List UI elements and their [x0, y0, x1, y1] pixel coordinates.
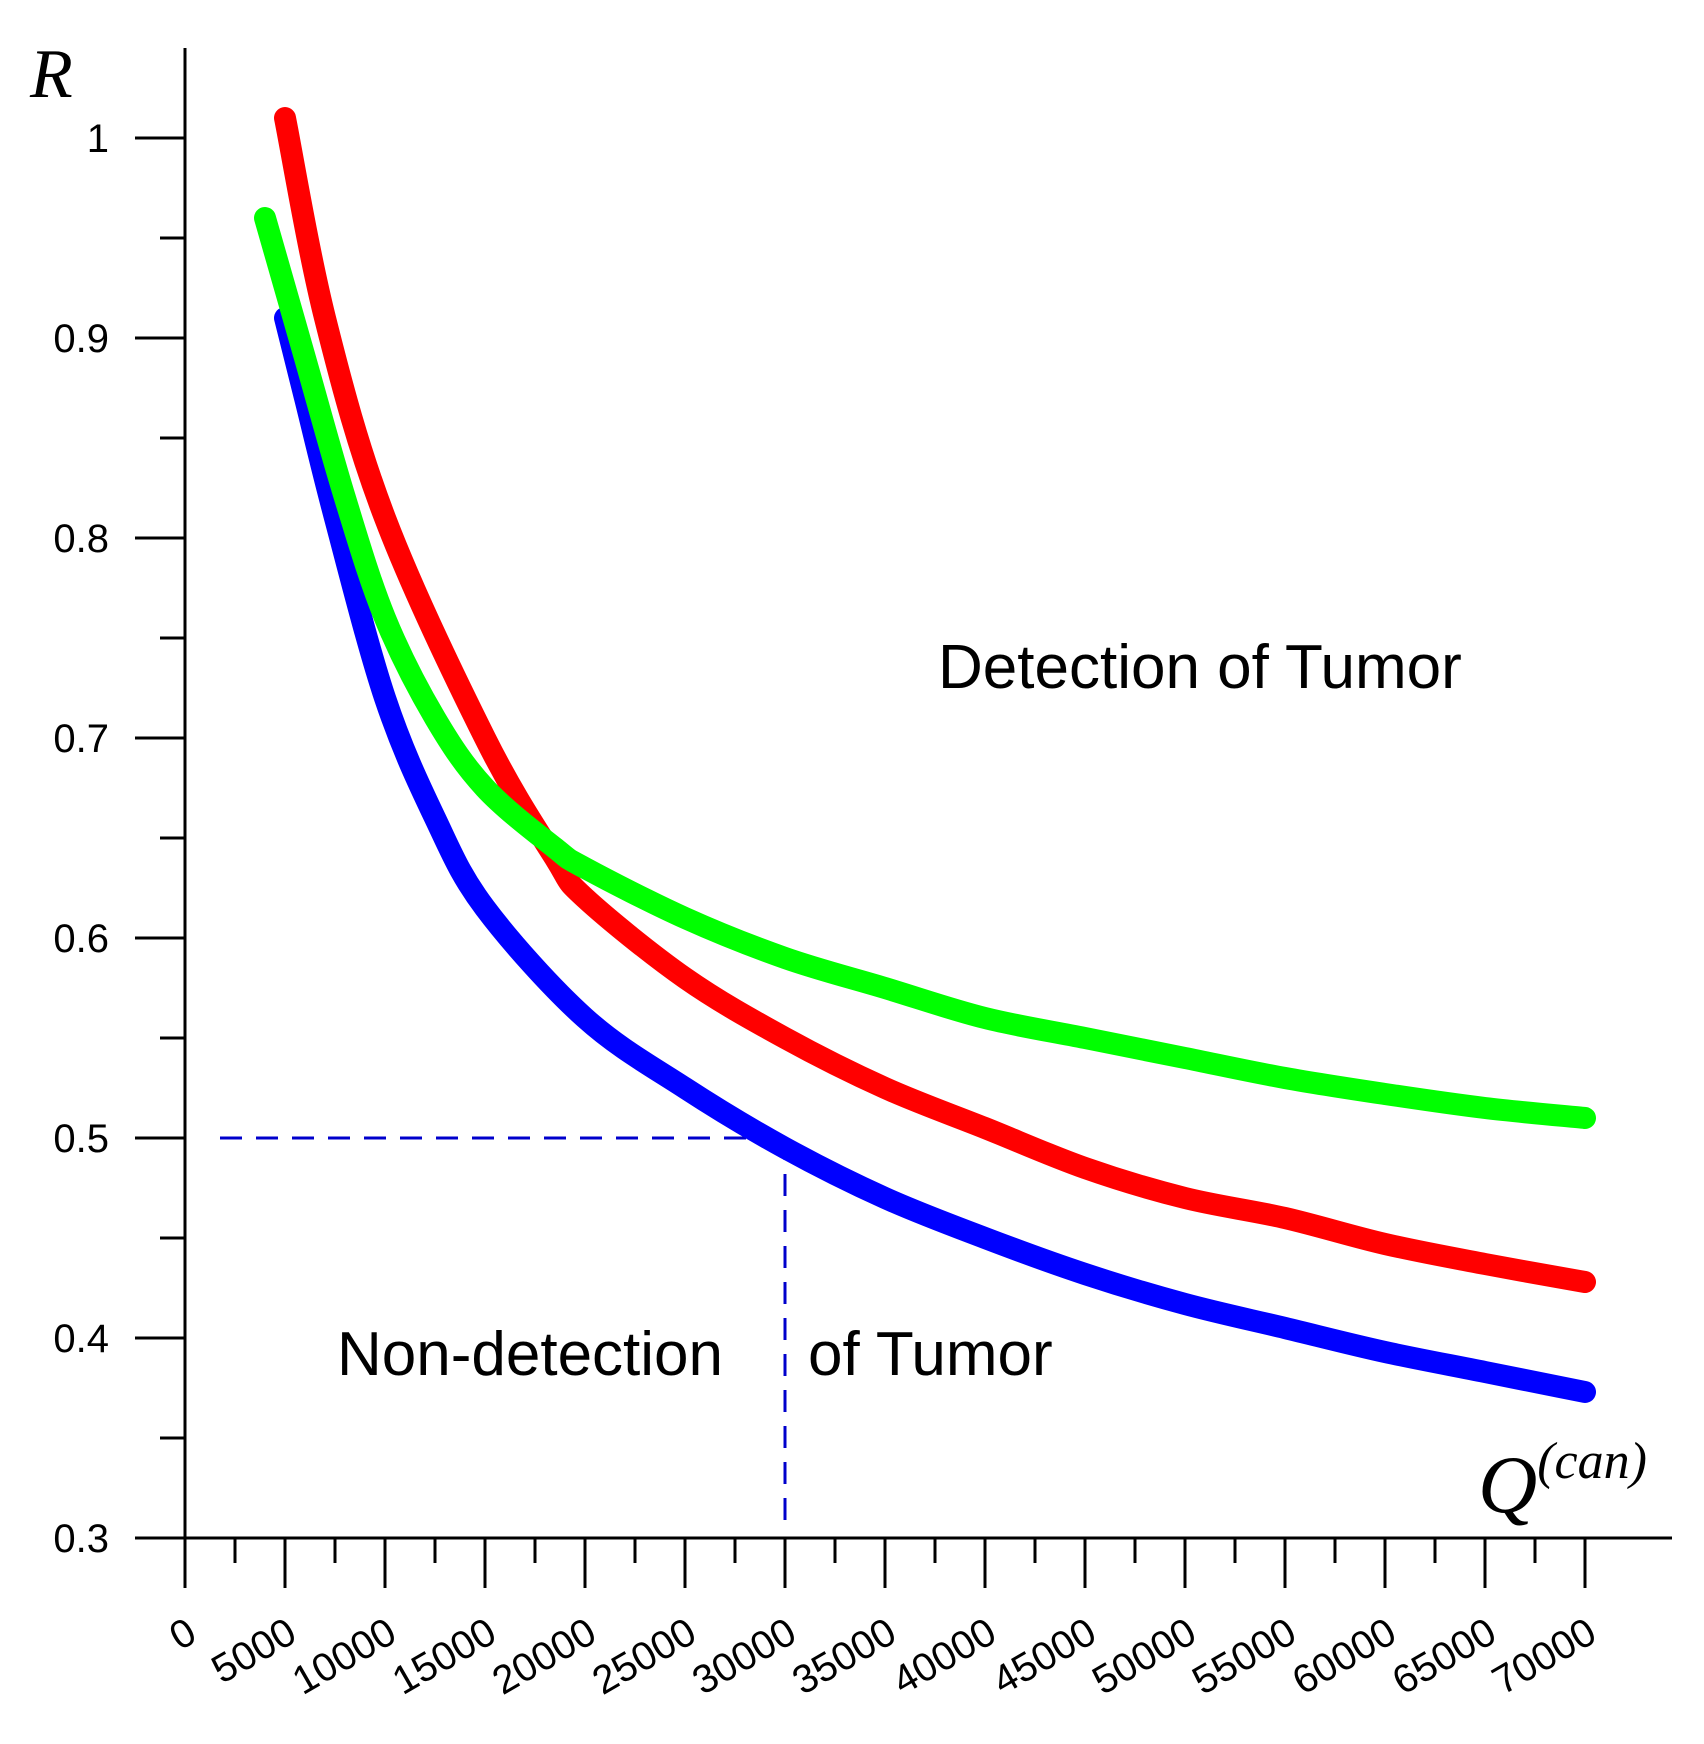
y-tick-label: 0.8 — [53, 517, 109, 561]
x-tick-label: 55000 — [1185, 1610, 1303, 1704]
x-tick-label: 45000 — [985, 1610, 1103, 1704]
y-tick-label: 0.3 — [53, 1517, 109, 1561]
y-tick-label: 1 — [87, 117, 109, 161]
detection-label: Detection of Tumor — [938, 633, 1462, 702]
series-line-red — [274, 107, 1596, 1293]
x-tick-label: 0 — [162, 1610, 203, 1659]
axes — [135, 48, 1672, 1540]
non-detection-label-suffix: of Tumor — [808, 1320, 1053, 1389]
x-tick-label: 70000 — [1485, 1610, 1603, 1704]
x-tick-label: 20000 — [485, 1610, 603, 1704]
series-lines — [254, 107, 1596, 1403]
x-tick-label: 25000 — [585, 1610, 703, 1704]
y-axis-title: R — [29, 36, 73, 113]
x-tick-label: 30000 — [685, 1610, 803, 1704]
x-axis-title-main: Q — [1478, 1439, 1537, 1530]
threshold-lines — [220, 1136, 787, 1525]
y-tick-label: 0.5 — [53, 1117, 109, 1161]
y-tick-label: 0.6 — [53, 917, 109, 961]
x-tick-label: 10000 — [285, 1610, 403, 1704]
x-tick-label: 60000 — [1285, 1610, 1403, 1704]
x-axis-title: Q(can) — [1478, 1433, 1647, 1530]
x-tick-label: 50000 — [1085, 1610, 1203, 1704]
x-tick-label: 35000 — [785, 1610, 903, 1704]
x-tick-label: 40000 — [885, 1610, 1003, 1704]
y-tick-label: 0.7 — [53, 717, 109, 761]
non-detection-label: Non-detection — [337, 1320, 723, 1389]
x-tick-label: 65000 — [1385, 1610, 1503, 1704]
x-tick-label: 5000 — [204, 1610, 303, 1693]
y-tick-label: 0.9 — [53, 317, 109, 361]
y-tick-label: 0.4 — [53, 1317, 109, 1361]
x-axis-title-superscript: (can) — [1537, 1433, 1647, 1490]
x-tick-label: 15000 — [385, 1610, 503, 1704]
series-line-blue — [274, 307, 1596, 1403]
series-line-green — [254, 207, 1596, 1129]
